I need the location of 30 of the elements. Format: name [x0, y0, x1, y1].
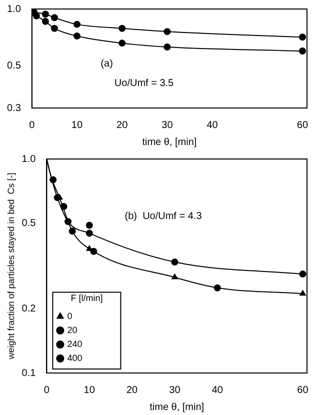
x-tick-label: 20 [126, 384, 138, 396]
legend-title: F [l/min] [70, 293, 103, 304]
x-axis-title: time θ, [min] [150, 402, 204, 413]
annotation: (a) [100, 58, 113, 70]
y-axis-title: weight fraction of particles stayed in bed Cs [-] [6, 172, 16, 360]
annotation: (b) Uo/Umf = 4.3 [124, 210, 202, 222]
x-tick-label: 0 [29, 120, 36, 131]
y-tick-label: 0.1 [22, 368, 36, 379]
x-tick-label: 10 [71, 120, 83, 131]
y-tick-label: 0.2 [22, 303, 36, 314]
x-tick-label: 30 [169, 384, 181, 396]
y-tick-label: 0.5 [6, 60, 22, 72]
x-tick-label: 60 [297, 384, 309, 396]
x-tick-label: 0 [44, 384, 50, 396]
x-tick-label: 10 [84, 384, 96, 396]
y-tick-label: 0.3 [6, 102, 22, 114]
y-tick-label: 1.0 [22, 154, 36, 165]
annotation: Uo/Umf = 3.5 [114, 78, 174, 90]
x-tick-label: 60 [296, 120, 308, 131]
x-axis-title: time θ, [min] [142, 136, 197, 148]
y-tick-label: 1.0 [6, 4, 22, 15]
legend-label: 400 [67, 352, 82, 363]
x-tick-label: 40 [212, 384, 224, 396]
legend-label: 20 [67, 324, 78, 335]
x-tick-label: 30 [162, 120, 174, 131]
legend-label: 240 [67, 338, 82, 349]
x-tick-label: 20 [116, 120, 128, 131]
legend-label: 0 [67, 310, 72, 321]
x-tick-label: 40 [206, 120, 218, 131]
y-tick-label: 0.5 [22, 218, 36, 230]
